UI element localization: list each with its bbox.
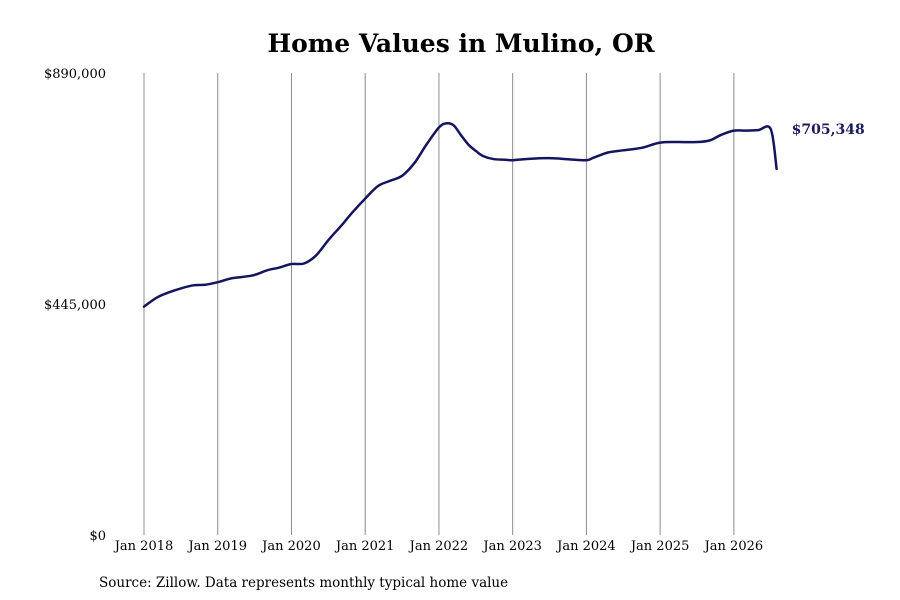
home-value-line bbox=[142, 122, 778, 308]
y-tick-label: $0 bbox=[89, 529, 106, 544]
x-axis-ticks: Jan 2018 Jan 2019 Jan 2020 Jan 2021 Jan 2022… bbox=[113, 539, 763, 554]
x-tick-label: Jan 2021 bbox=[334, 539, 395, 554]
y-tick-label: $890,000 bbox=[44, 67, 106, 82]
y-axis-ticks: $0 $445,000 $890,000 bbox=[44, 67, 106, 544]
y-tick-label: $445,000 bbox=[44, 298, 106, 313]
x-tick-label: Jan 2018 bbox=[113, 539, 174, 554]
chart-title: Home Values in Mulino, OR bbox=[267, 29, 654, 58]
x-tick-label: Jan 2020 bbox=[260, 539, 321, 554]
x-tick-label: Jan 2024 bbox=[555, 539, 616, 554]
x-tick-label: Jan 2022 bbox=[408, 539, 469, 554]
x-tick-label: Jan 2025 bbox=[629, 539, 690, 554]
source-note: Source: Zillow. Data represents monthly … bbox=[99, 575, 508, 591]
end-value-label: $705,348 bbox=[792, 122, 865, 138]
x-tick-label: Jan 2019 bbox=[186, 539, 247, 554]
x-tick-label: Jan 2023 bbox=[481, 539, 542, 554]
x-tick-label: Jan 2026 bbox=[703, 539, 764, 554]
gridlines bbox=[143, 73, 735, 535]
